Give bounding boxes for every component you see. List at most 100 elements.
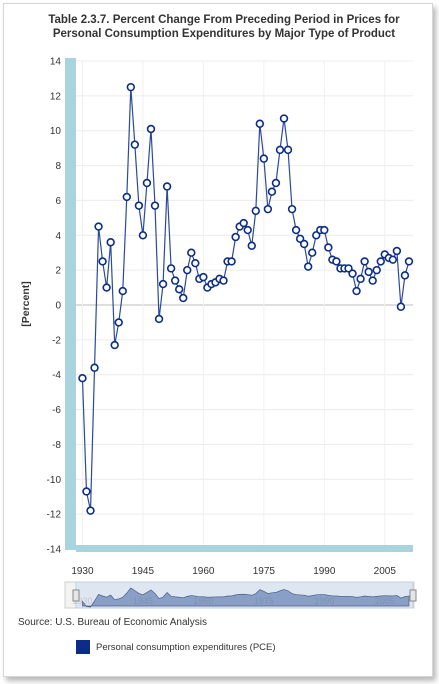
- x-tick-label: 2005: [374, 566, 397, 577]
- y-tick-label: 14: [50, 57, 62, 68]
- chart-title-line1: Table 2.3.7. Percent Change From Precedi…: [48, 14, 400, 26]
- x-tick-label: 1975: [253, 566, 276, 577]
- data-point: [82, 487, 91, 496]
- data-point: [344, 264, 353, 273]
- data-point: [142, 178, 152, 188]
- data-point: [376, 257, 385, 266]
- data-point: [348, 269, 357, 278]
- data-point: [400, 271, 410, 280]
- data-point: [130, 140, 140, 149]
- grid-lines: [76, 60, 413, 550]
- data-point: [106, 238, 115, 247]
- y-tick-label: 4: [55, 231, 61, 242]
- line-chart: 14 12 10 8 6 4 2 0 -2 -4 -6 -8 -10 -12 -14 1930 1945 196…: [20, 57, 417, 609]
- data-point: [356, 274, 365, 284]
- data-point: [90, 363, 99, 372]
- data-point: [154, 314, 164, 324]
- data-point: [287, 204, 297, 214]
- data-point: [162, 182, 172, 191]
- data-point: [275, 145, 285, 155]
- y-tick-label: -2: [52, 335, 61, 346]
- data-point: [251, 206, 260, 216]
- data-point: [392, 246, 402, 256]
- chart-title: Table 2.3.7. Percent Change From Precedi…: [4, 13, 432, 41]
- data-point: [98, 257, 107, 266]
- x-tick-label: 1960: [192, 566, 215, 577]
- data-point: [368, 276, 377, 285]
- data-point: [126, 82, 136, 92]
- data-point: [110, 340, 119, 350]
- y-tick-label: -12: [47, 510, 62, 521]
- x-tick-label: 1990: [313, 566, 336, 577]
- legend[interactable]: Personal consumption expenditures (PCE): [76, 640, 276, 654]
- data-point: [364, 267, 373, 277]
- chart-frame: Table 2.3.7. Percent Change From Precedi…: [3, 3, 433, 677]
- legend-swatch: [76, 640, 90, 654]
- data-point: [283, 145, 293, 155]
- x-tick-label: 1945: [132, 566, 155, 577]
- x-axis-ticks: 1930 1945 1960 1975 1990 2005: [71, 566, 396, 577]
- series-line: [81, 87, 410, 511]
- data-point: [199, 272, 208, 282]
- data-point: [179, 293, 188, 303]
- y-tick-label: 12: [50, 91, 62, 102]
- y-tick-label: -14: [47, 545, 62, 556]
- x-tick-label: 1930: [71, 566, 94, 577]
- data-point: [150, 201, 160, 210]
- data-point: [138, 231, 148, 240]
- data-point: [78, 374, 87, 383]
- y-tick-label: -8: [52, 440, 61, 451]
- data-point: [263, 204, 273, 214]
- y-axis-label: [Percent]: [20, 281, 32, 327]
- data-point: [279, 114, 289, 123]
- data-point: [170, 276, 180, 285]
- data-point: [122, 192, 131, 202]
- data-point: [231, 232, 240, 242]
- data-point: [259, 154, 269, 163]
- data-point: [404, 257, 414, 266]
- data-point: [166, 264, 176, 273]
- y-axis-bar: [65, 58, 76, 550]
- data-point: [388, 255, 398, 264]
- navigator-left-handle[interactable]: [72, 589, 80, 602]
- data-point: [134, 201, 144, 210]
- navigator-right-handle[interactable]: [409, 589, 417, 602]
- navigator-line: [82, 587, 410, 608]
- y-tick-label: 6: [55, 196, 61, 207]
- data-point: [324, 243, 333, 252]
- data-point: [174, 285, 184, 294]
- data-point: [308, 248, 317, 257]
- data-point: [114, 318, 123, 327]
- data-point: [372, 265, 381, 275]
- series-pce: [78, 82, 414, 515]
- data-point: [360, 257, 369, 266]
- data-point: [183, 265, 192, 275]
- data-point: [239, 218, 248, 228]
- data-point: [243, 225, 252, 235]
- data-point: [86, 506, 95, 515]
- x-axis-bar: [76, 545, 413, 552]
- data-point: [267, 187, 277, 196]
- data-point: [227, 257, 236, 266]
- data-point: [320, 225, 329, 235]
- y-tick-label: -4: [52, 370, 61, 381]
- data-point: [291, 225, 301, 235]
- data-point: [146, 124, 156, 134]
- y-tick-label: -6: [52, 405, 61, 416]
- data-point: [158, 279, 168, 289]
- data-point: [396, 302, 406, 311]
- data-point: [247, 241, 256, 250]
- chart-title-line2: Personal Consumption Expenditures by Maj…: [52, 28, 396, 40]
- data-point: [312, 231, 321, 240]
- data-point: [187, 248, 196, 257]
- y-tick-label: 0: [55, 301, 61, 312]
- data-point: [299, 239, 309, 249]
- data-point: [102, 283, 111, 292]
- data-point: [255, 119, 265, 128]
- y-tick-label: 10: [50, 126, 62, 137]
- data-point: [118, 286, 127, 296]
- y-tick-label: -10: [47, 475, 62, 486]
- data-point: [303, 262, 313, 271]
- data-point: [271, 178, 281, 188]
